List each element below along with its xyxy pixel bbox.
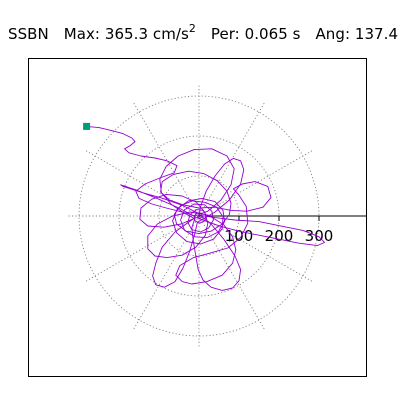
plot-frame bbox=[28, 58, 367, 377]
grid-spoke bbox=[85, 215, 200, 282]
trace-segment-4 bbox=[147, 211, 237, 285]
trace-segment-13 bbox=[197, 157, 245, 223]
trace-segment-9 bbox=[196, 214, 326, 247]
start-marker bbox=[83, 122, 91, 130]
angle-label: Ang: bbox=[315, 25, 351, 43]
trace-segment-10 bbox=[120, 184, 198, 218]
grid-spoke bbox=[198, 215, 265, 330]
start-marker-group bbox=[83, 122, 91, 130]
grid-spoke bbox=[85, 150, 200, 217]
grid-spoke bbox=[198, 150, 313, 217]
chart-title: SSBN Max: 365.3 cm/s2 Per: 0.065 s Ang: 137… bbox=[8, 19, 398, 43]
grid-spoke bbox=[133, 102, 200, 217]
tick-label-300: 300 bbox=[305, 227, 334, 245]
grid-spoke bbox=[133, 215, 200, 330]
trace-segment-2 bbox=[159, 148, 235, 219]
max-label: Max: bbox=[63, 25, 101, 43]
tick-label-100: 100 bbox=[225, 227, 254, 245]
angle-value: 137.4 bbox=[354, 25, 399, 43]
trace-segment-12 bbox=[152, 217, 198, 288]
trace-segment-1 bbox=[86, 125, 196, 217]
trace-segment-11 bbox=[191, 212, 242, 291]
grid-spoke bbox=[198, 215, 313, 282]
trace-segment-6 bbox=[160, 170, 232, 235]
station-code: SSBN bbox=[8, 25, 49, 43]
max-unit: cm/s bbox=[152, 25, 189, 43]
tick-label-200: 200 bbox=[265, 227, 294, 245]
period-label: Per: bbox=[210, 25, 240, 43]
trace-segment-8 bbox=[180, 203, 214, 238]
period-value: 0.065 s bbox=[244, 25, 301, 43]
max-unit-exponent: 2 bbox=[188, 22, 196, 35]
motion-trace bbox=[86, 125, 326, 291]
max-value: 365.3 bbox=[104, 25, 149, 43]
